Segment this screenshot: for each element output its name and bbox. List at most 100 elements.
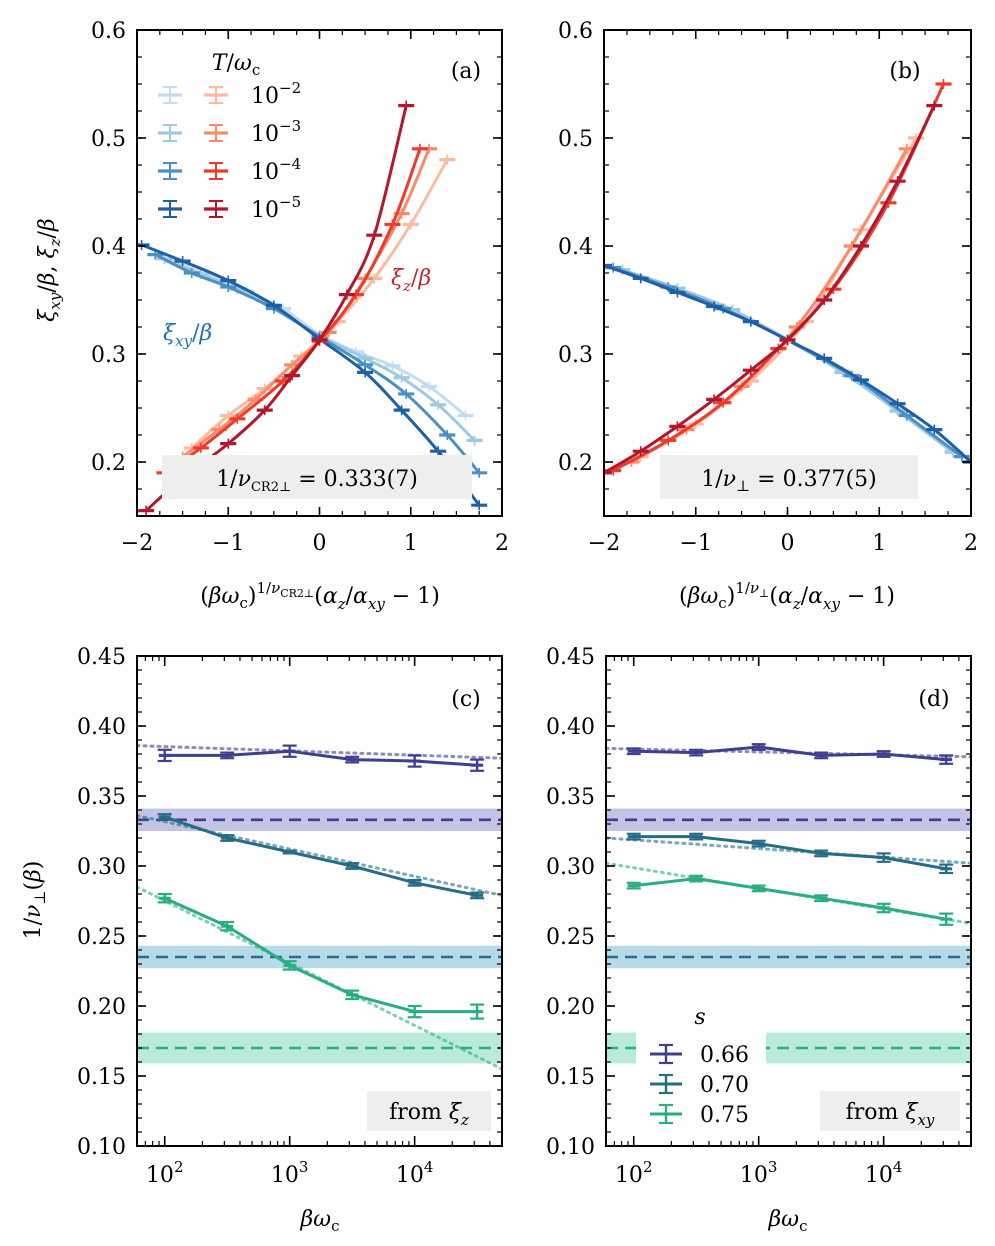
errorbar-point: [939, 912, 954, 926]
ytick-label: 0.6: [558, 19, 593, 44]
xtick-label: 0: [781, 531, 795, 556]
errorbar-point: [345, 989, 360, 1001]
errorbar-point: [457, 410, 474, 421]
xtick-label: 103: [740, 1158, 778, 1188]
plot-area: [137, 744, 502, 1071]
series-z-T1e-5: [604, 104, 936, 475]
series-s-0.75: [164, 896, 478, 1014]
errorbar-point: [751, 839, 766, 848]
errorbar-point: [282, 744, 297, 758]
panel-d-legend: s 0.66 0.70 0.75: [636, 1000, 766, 1128]
xtick-label: −2: [121, 531, 153, 556]
errorbar-point: [345, 755, 360, 764]
curve-label-xi-z: ξz/β: [391, 266, 431, 295]
errorbar-point: [471, 500, 488, 511]
errorbar-point: [876, 852, 891, 863]
ytick-label: 0.30: [546, 855, 595, 880]
xtick-label: −1: [212, 531, 244, 556]
errorbar-point: [742, 316, 759, 327]
plot-area: [604, 79, 971, 478]
legend-title-s: s: [694, 1005, 705, 1030]
errorbar-point: [626, 832, 641, 841]
errorbar-point: [282, 849, 297, 855]
series-s-0.70: [164, 815, 478, 897]
errorbar-point: [229, 413, 246, 424]
legend-label-s: 0.75: [700, 1103, 749, 1128]
errorbar-point: [660, 435, 677, 446]
errorbar-point: [926, 424, 943, 435]
ytick-label: 0.25: [546, 925, 595, 950]
plot-area: [137, 100, 488, 516]
errorbar-point: [174, 256, 191, 267]
legend-marker: [158, 86, 182, 104]
legend-marker: [158, 124, 182, 142]
errorbar-point: [706, 301, 723, 312]
errorbar-point: [816, 353, 833, 364]
errorbar-point: [439, 430, 456, 440]
legend-label-s: 0.70: [700, 1073, 749, 1098]
ytick-label: 0.2: [91, 451, 126, 476]
errorbar-point: [779, 334, 796, 345]
errorbar-point: [669, 421, 686, 432]
fit-line-s-0.66: [137, 744, 502, 760]
errorbar-point: [265, 300, 282, 311]
ytick-label: 0.5: [558, 127, 593, 152]
errorbar-point: [470, 1003, 485, 1020]
errorbar-point: [814, 849, 829, 858]
errorbar-point: [852, 374, 869, 385]
errorbar-point: [470, 758, 485, 772]
errorbar-point: [876, 902, 891, 914]
errorbar-point: [852, 241, 869, 251]
xtick-label: −2: [588, 531, 620, 556]
errorbar-point: [220, 920, 235, 932]
errorbar-point: [632, 273, 649, 284]
errorbar-point: [398, 388, 415, 399]
errorbar-point: [407, 754, 422, 768]
errorbar-point: [384, 360, 401, 371]
errorbar-point: [311, 334, 328, 345]
legend-marker: [204, 162, 228, 180]
errorbar-point: [626, 747, 641, 756]
series-s-0.70: [633, 835, 947, 871]
errorbar-point: [430, 446, 447, 457]
errorbar-point: [220, 438, 237, 449]
legend-marker: [204, 124, 228, 142]
series-z-T1e-3: [181, 148, 431, 458]
ytick-label: 0.6: [91, 19, 126, 44]
plot-frame: [605, 655, 972, 1147]
ytick-label: 0.3: [558, 343, 593, 368]
ytick-label: 0.45: [546, 645, 595, 670]
errorbar-point: [157, 748, 172, 763]
errorbar-point: [742, 365, 759, 376]
errorbar-point: [357, 367, 374, 378]
ytick-label: 0.3: [91, 343, 126, 368]
ytick-label: 0.5: [91, 127, 126, 152]
xtick-label: 102: [146, 1158, 184, 1188]
ytick-label: 0.15: [77, 1065, 126, 1090]
errorbar-point: [751, 884, 766, 893]
legend-label-T: 10−4: [251, 155, 301, 185]
plot-area: [606, 743, 971, 1064]
errorbar-point: [393, 405, 410, 416]
errorbar-point: [689, 874, 704, 883]
errorbar-point: [407, 878, 422, 887]
legend-label-T: 10−2: [251, 79, 301, 109]
errorbar-point: [751, 743, 766, 751]
legend-marker: [204, 86, 228, 104]
errorbar-point: [706, 394, 723, 405]
panel-c-letter: (c): [451, 687, 481, 712]
fit-line-s-0.70: [606, 836, 971, 865]
panel-a-ylabel: ξxy/β, ξz/β: [35, 218, 64, 321]
errorbar-point: [284, 370, 301, 381]
errorbar-point: [384, 219, 401, 230]
ytick-label: 0.15: [546, 1065, 595, 1090]
errorbar-point: [939, 863, 954, 875]
ytick-label: 0.40: [77, 715, 126, 740]
xtick-label: 1: [872, 531, 886, 556]
errorbar-point: [669, 287, 686, 298]
plot-frame: [603, 29, 972, 517]
series-z-T1e-2: [639, 137, 918, 458]
ytick-label: 0.2: [558, 451, 593, 476]
errorbar-point: [157, 813, 172, 821]
ytick-label: 0.4: [558, 235, 593, 260]
